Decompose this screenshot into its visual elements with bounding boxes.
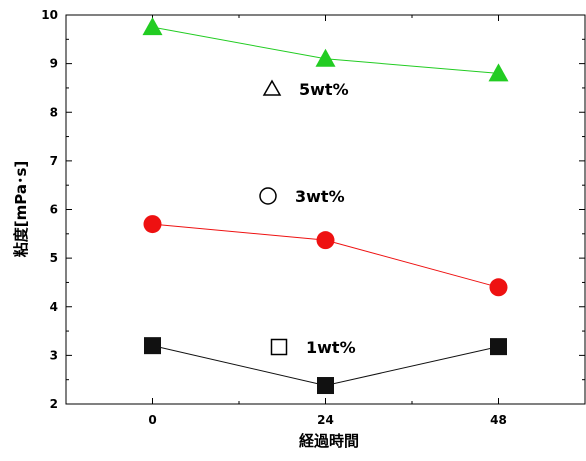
x-tick-label: 24 bbox=[317, 413, 334, 427]
x-tick-label: 48 bbox=[490, 413, 507, 427]
y-tick-label: 9 bbox=[50, 57, 58, 71]
data-point-triangle bbox=[315, 48, 336, 67]
y-tick-label: 4 bbox=[50, 300, 58, 314]
y-axis-title: 粘度[mPa･s] bbox=[12, 161, 30, 257]
y-tick-label: 10 bbox=[41, 8, 58, 22]
y-tick-label: 8 bbox=[50, 105, 58, 119]
data-point-circle bbox=[316, 231, 335, 250]
data-point-triangle bbox=[142, 17, 163, 36]
x-axis-title: 経過時間 bbox=[299, 432, 359, 450]
data-point-circle bbox=[489, 278, 508, 297]
y-tick-label: 2 bbox=[50, 397, 58, 411]
legend-label: 5wt% bbox=[299, 80, 349, 99]
data-point-circle bbox=[143, 215, 162, 234]
data-point-triangle bbox=[488, 63, 509, 82]
legend-label: 1wt% bbox=[306, 338, 356, 357]
x-tick-label: 0 bbox=[148, 413, 156, 427]
y-tick-label: 6 bbox=[50, 203, 58, 217]
legend-label: 3wt% bbox=[295, 187, 345, 206]
data-point-square bbox=[144, 337, 161, 355]
legend-circle-icon bbox=[259, 187, 277, 205]
y-tick-label: 5 bbox=[50, 251, 58, 265]
legend-square-icon bbox=[270, 338, 288, 356]
y-tick-label: 7 bbox=[50, 154, 58, 168]
data-point-square bbox=[490, 338, 507, 356]
legend-triangle-icon bbox=[262, 79, 282, 96]
y-tick-label: 3 bbox=[50, 348, 58, 362]
data-point-square bbox=[317, 377, 334, 395]
